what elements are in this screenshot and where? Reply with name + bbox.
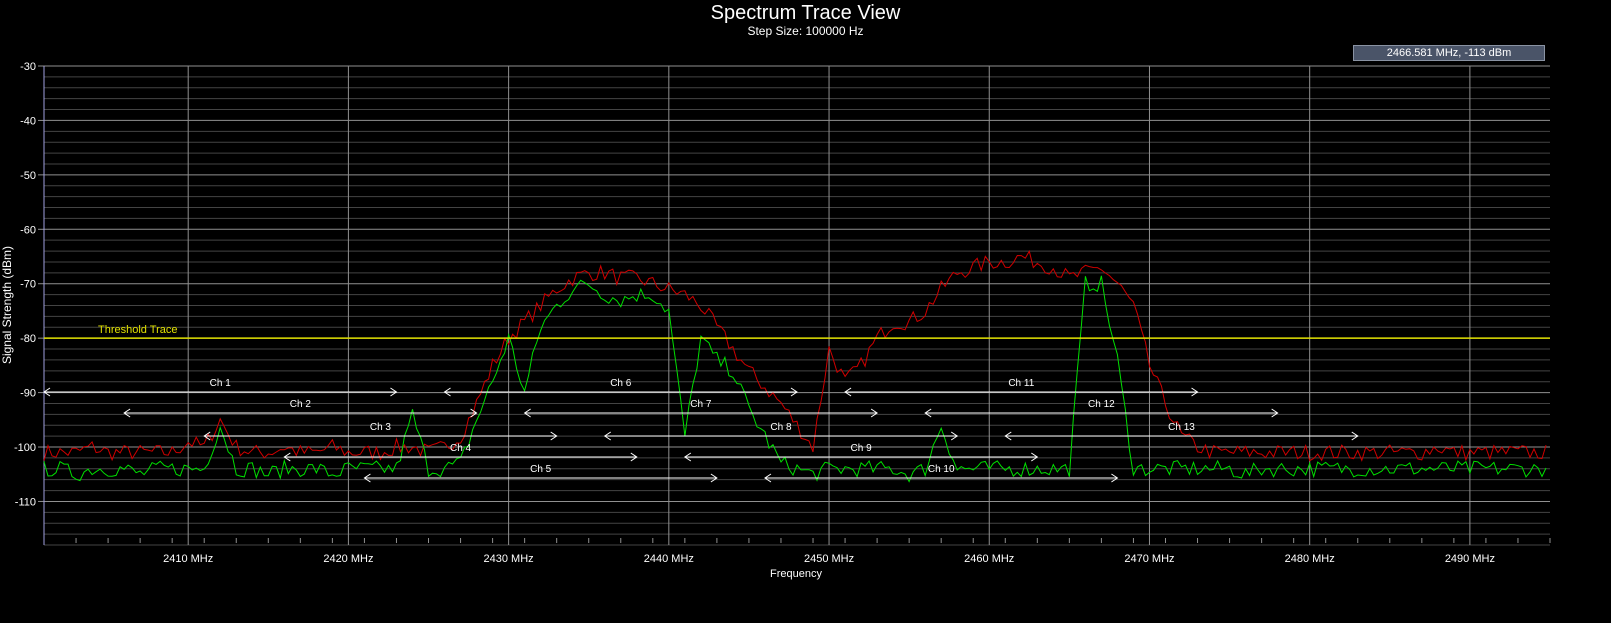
threshold-label: Threshold Trace — [98, 324, 177, 336]
x-tick-label: 2450 MHz — [804, 553, 854, 565]
x-tick-label: 2470 MHz — [1124, 553, 1174, 565]
channel-label: Ch 11 — [1008, 378, 1034, 389]
chart-subtitle: Step Size: 100000 Hz — [747, 24, 864, 38]
chart-title: Spectrum Trace View — [710, 2, 901, 24]
channel-label: Ch 12 — [1088, 399, 1115, 410]
channel-label: Ch 2 — [290, 399, 312, 410]
arrow-left-icon — [844, 387, 852, 397]
arrow-left-icon — [683, 452, 692, 462]
arrow-left-icon — [924, 408, 932, 418]
arrow-right-icon — [470, 408, 478, 418]
arrow-right-icon — [870, 408, 879, 418]
y-tick-label: -80 — [20, 333, 36, 345]
x-tick-label: 2430 MHz — [484, 553, 534, 565]
arrow-right-icon — [950, 431, 959, 441]
y-tick-label: -100 — [14, 442, 36, 454]
arrow-left-icon — [764, 473, 772, 483]
y-tick-label: -30 — [20, 61, 36, 73]
arrow-left-icon — [523, 408, 531, 418]
channel-label: Ch 4 — [450, 443, 472, 454]
arrow-right-icon — [550, 431, 558, 441]
y-tick-label: -60 — [20, 224, 36, 236]
channel-label: Ch 3 — [370, 422, 392, 433]
channel-label: Ch 6 — [610, 378, 632, 389]
arrow-left-icon — [363, 473, 371, 483]
arrow-right-icon — [390, 387, 398, 397]
y-tick-label: -50 — [20, 170, 36, 182]
y-tick-label: -90 — [20, 388, 36, 400]
arrow-left-icon — [203, 431, 211, 441]
live-trace — [43, 275, 1547, 483]
channel-label: Ch 9 — [851, 443, 873, 454]
cursor-readout: 2466.581 MHz, -113 dBm — [1353, 45, 1545, 61]
x-tick-label: 2420 MHz — [323, 553, 373, 565]
arrow-right-icon — [1271, 408, 1279, 418]
x-tick-label: 2440 MHz — [644, 553, 694, 565]
x-tick-label: 2410 MHz — [163, 553, 213, 565]
arrow-right-icon — [790, 387, 798, 397]
x-tick-label: 2460 MHz — [964, 553, 1014, 565]
arrow-right-icon — [1351, 431, 1359, 441]
arrow-left-icon — [283, 452, 291, 462]
channel-label: Ch 1 — [210, 378, 232, 389]
y-tick-label: -40 — [20, 115, 36, 127]
y-tick-label: -70 — [20, 279, 36, 291]
y-tick-label: -110 — [15, 496, 36, 508]
arrow-left-icon — [43, 387, 51, 397]
arrow-left-icon — [603, 431, 612, 441]
channel-label: Ch 7 — [690, 399, 712, 410]
arrow-right-icon — [1111, 473, 1119, 483]
x-tick-label: 2490 MHz — [1445, 553, 1495, 565]
arrow-right-icon — [710, 473, 718, 483]
channel-label: Ch 10 — [928, 464, 955, 475]
x-tick-label: 2480 MHz — [1285, 553, 1335, 565]
arrow-left-icon — [123, 408, 131, 418]
channel-label: Ch 13 — [1168, 422, 1195, 433]
channel-label: Ch 8 — [770, 422, 792, 433]
channel-label: Ch 5 — [530, 464, 552, 475]
arrow-right-icon — [1031, 452, 1039, 462]
x-axis-label: Frequency — [770, 568, 822, 580]
arrow-right-icon — [1191, 387, 1199, 397]
arrow-right-icon — [630, 452, 638, 462]
arrow-left-icon — [443, 387, 451, 397]
max-hold-trace — [43, 249, 1547, 462]
arrow-left-icon — [1004, 431, 1012, 441]
y-axis-label: Signal Strength (dBm) — [0, 246, 14, 364]
